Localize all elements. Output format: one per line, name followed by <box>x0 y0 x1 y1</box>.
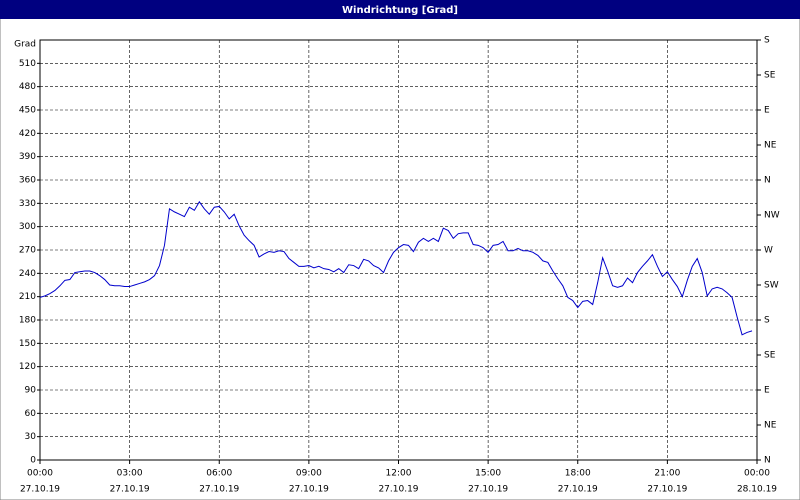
plot-frame <box>39 39 758 461</box>
y-tick-label: 390 <box>19 152 36 162</box>
title-bar <box>0 0 800 19</box>
x-tick-date: 27.10.19 <box>289 485 329 495</box>
x-tick-label: 00:00 <box>744 469 770 479</box>
y2-tick-label: N <box>764 176 771 186</box>
y2-tick-label: SE <box>764 351 776 361</box>
y-tick-label: 0 <box>30 456 36 466</box>
x-tick-date: 27.10.19 <box>378 485 418 495</box>
y-axis-label: Grad <box>14 40 36 50</box>
x-tick-date: 27.10.19 <box>468 485 508 495</box>
x-tick-date: 27.10.19 <box>20 485 60 495</box>
y-tick-label: 60 <box>25 409 37 419</box>
x-tick-label: 18:00 <box>565 469 591 479</box>
chart-title: Windrichtung [Grad] <box>342 5 458 16</box>
y2-tick-label: SW <box>764 281 779 291</box>
y2-tick-label: NW <box>764 211 780 221</box>
x-tick-label: 15:00 <box>475 469 501 479</box>
y-tick-label: 480 <box>19 82 36 92</box>
y-tick-label: 180 <box>19 316 36 326</box>
x-tick-date: 27.10.19 <box>647 485 687 495</box>
y2-tick-label: SE <box>764 71 776 81</box>
y2-tick-label: S <box>764 36 770 46</box>
y-tick-label: 210 <box>19 292 36 302</box>
y-tick-label: 150 <box>19 339 36 349</box>
x-tick-label: 12:00 <box>386 469 412 479</box>
y2-tick-label: NE <box>764 141 777 151</box>
y-tick-label: 90 <box>25 386 37 396</box>
x-tick-date: 27.10.19 <box>110 485 150 495</box>
y-tick-label: 300 <box>19 222 36 232</box>
x-tick-date: 27.10.19 <box>199 485 239 495</box>
x-tick-label: 00:00 <box>27 469 53 479</box>
y2-tick-label: W <box>764 246 773 256</box>
x-tick-label: 06:00 <box>206 469 232 479</box>
y-tick-label: 360 <box>19 176 36 186</box>
y2-tick-label: N <box>764 456 771 466</box>
y2-tick-label: E <box>764 386 770 396</box>
y-tick-label: 420 <box>19 129 36 139</box>
y-tick-label: 270 <box>19 246 36 256</box>
y2-tick-label: S <box>764 316 770 326</box>
y-tick-label: 510 <box>19 59 36 69</box>
y2-tick-label: E <box>764 106 770 116</box>
x-tick-label: 03:00 <box>117 469 143 479</box>
data-line <box>39 200 753 336</box>
x-tick-date: 28.10.19 <box>737 485 777 495</box>
y-tick-label: 30 <box>25 432 37 442</box>
y-tick-label: 120 <box>19 362 36 372</box>
x-tick-label: 09:00 <box>296 469 322 479</box>
y2-tick-label: NE <box>764 421 777 431</box>
x-tick-date: 27.10.19 <box>558 485 598 495</box>
y-tick-label: 450 <box>19 106 36 116</box>
y-tick-label: 240 <box>19 269 36 279</box>
y-tick-label: 330 <box>19 199 36 209</box>
x-tick-label: 21:00 <box>654 469 680 479</box>
